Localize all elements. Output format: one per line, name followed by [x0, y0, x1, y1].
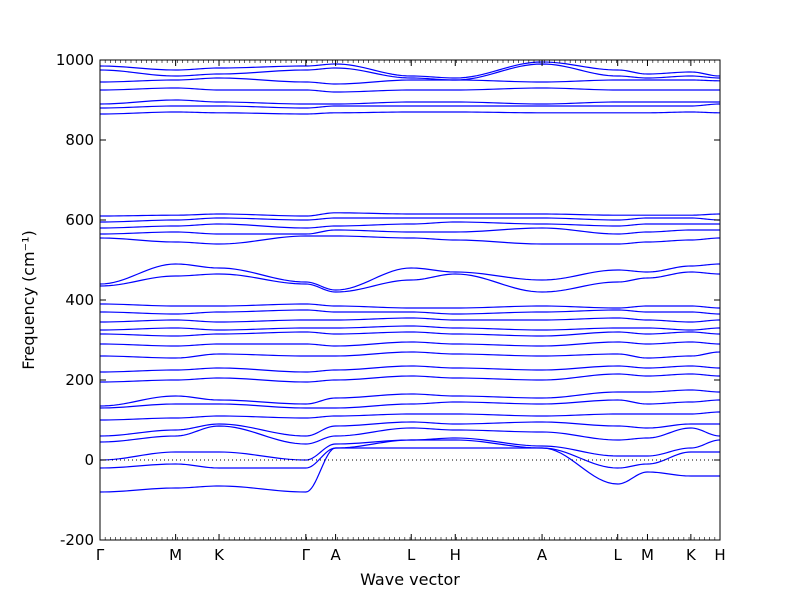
kpoint-label: L: [614, 546, 623, 564]
band-line: [100, 263, 720, 291]
band-line: [100, 365, 720, 373]
band-line: [100, 399, 720, 409]
band-line: [100, 111, 720, 115]
kpoint-label: H: [714, 546, 725, 564]
band-line: [100, 61, 720, 79]
y-tick-label: -200: [60, 531, 94, 549]
y-tick-label: 600: [65, 211, 94, 229]
band-line: [100, 447, 720, 493]
band-line: [100, 317, 720, 323]
band-line: [100, 437, 720, 461]
kpoint-label: M: [169, 546, 182, 564]
kpoint-label: A: [330, 546, 341, 564]
band-line: [100, 77, 720, 85]
band-line: [100, 303, 720, 309]
kpoint-label: M: [641, 546, 654, 564]
y-axis-label: Frequency (cm⁻¹): [19, 230, 38, 369]
band-line: [100, 351, 720, 359]
kpoint-label: L: [407, 546, 416, 564]
band-line: [100, 309, 720, 315]
plot-frame: [99, 59, 721, 541]
kpoint-label: A: [537, 546, 548, 564]
kpoint-label: K: [686, 546, 697, 564]
y-tick-label: 0: [84, 451, 94, 469]
band-line: [100, 103, 720, 109]
band-line: [100, 99, 720, 105]
band-line: [100, 63, 720, 81]
kpoint-label: H: [450, 546, 461, 564]
band-line: [100, 425, 720, 445]
band-line: [100, 87, 720, 93]
band-line: [100, 411, 720, 421]
band-line: [100, 439, 720, 469]
band-line: [100, 421, 720, 437]
kpoint-label: Γ: [96, 546, 105, 564]
bands-group: [100, 61, 720, 493]
band-line: [100, 271, 720, 293]
band-line: [100, 235, 720, 245]
band-line: [100, 221, 720, 229]
band-line: [100, 341, 720, 347]
band-line: [100, 212, 720, 217]
band-line: [100, 325, 720, 331]
y-tick-label: 800: [65, 131, 94, 149]
band-line: [100, 373, 720, 383]
band-line: [100, 389, 720, 407]
band-line: [100, 227, 720, 235]
y-tick-label: 400: [65, 291, 94, 309]
band-line: [100, 331, 720, 337]
y-tick-label: 200: [65, 371, 94, 389]
band-line: [100, 217, 720, 223]
kpoint-label: Γ: [302, 546, 311, 564]
kpoint-label: K: [214, 546, 225, 564]
y-tick-label: 1000: [56, 51, 94, 69]
x-axis-label: Wave vector: [360, 570, 460, 589]
y-axis-ticks: -200 0 200 400 600 800 1000: [56, 51, 720, 549]
